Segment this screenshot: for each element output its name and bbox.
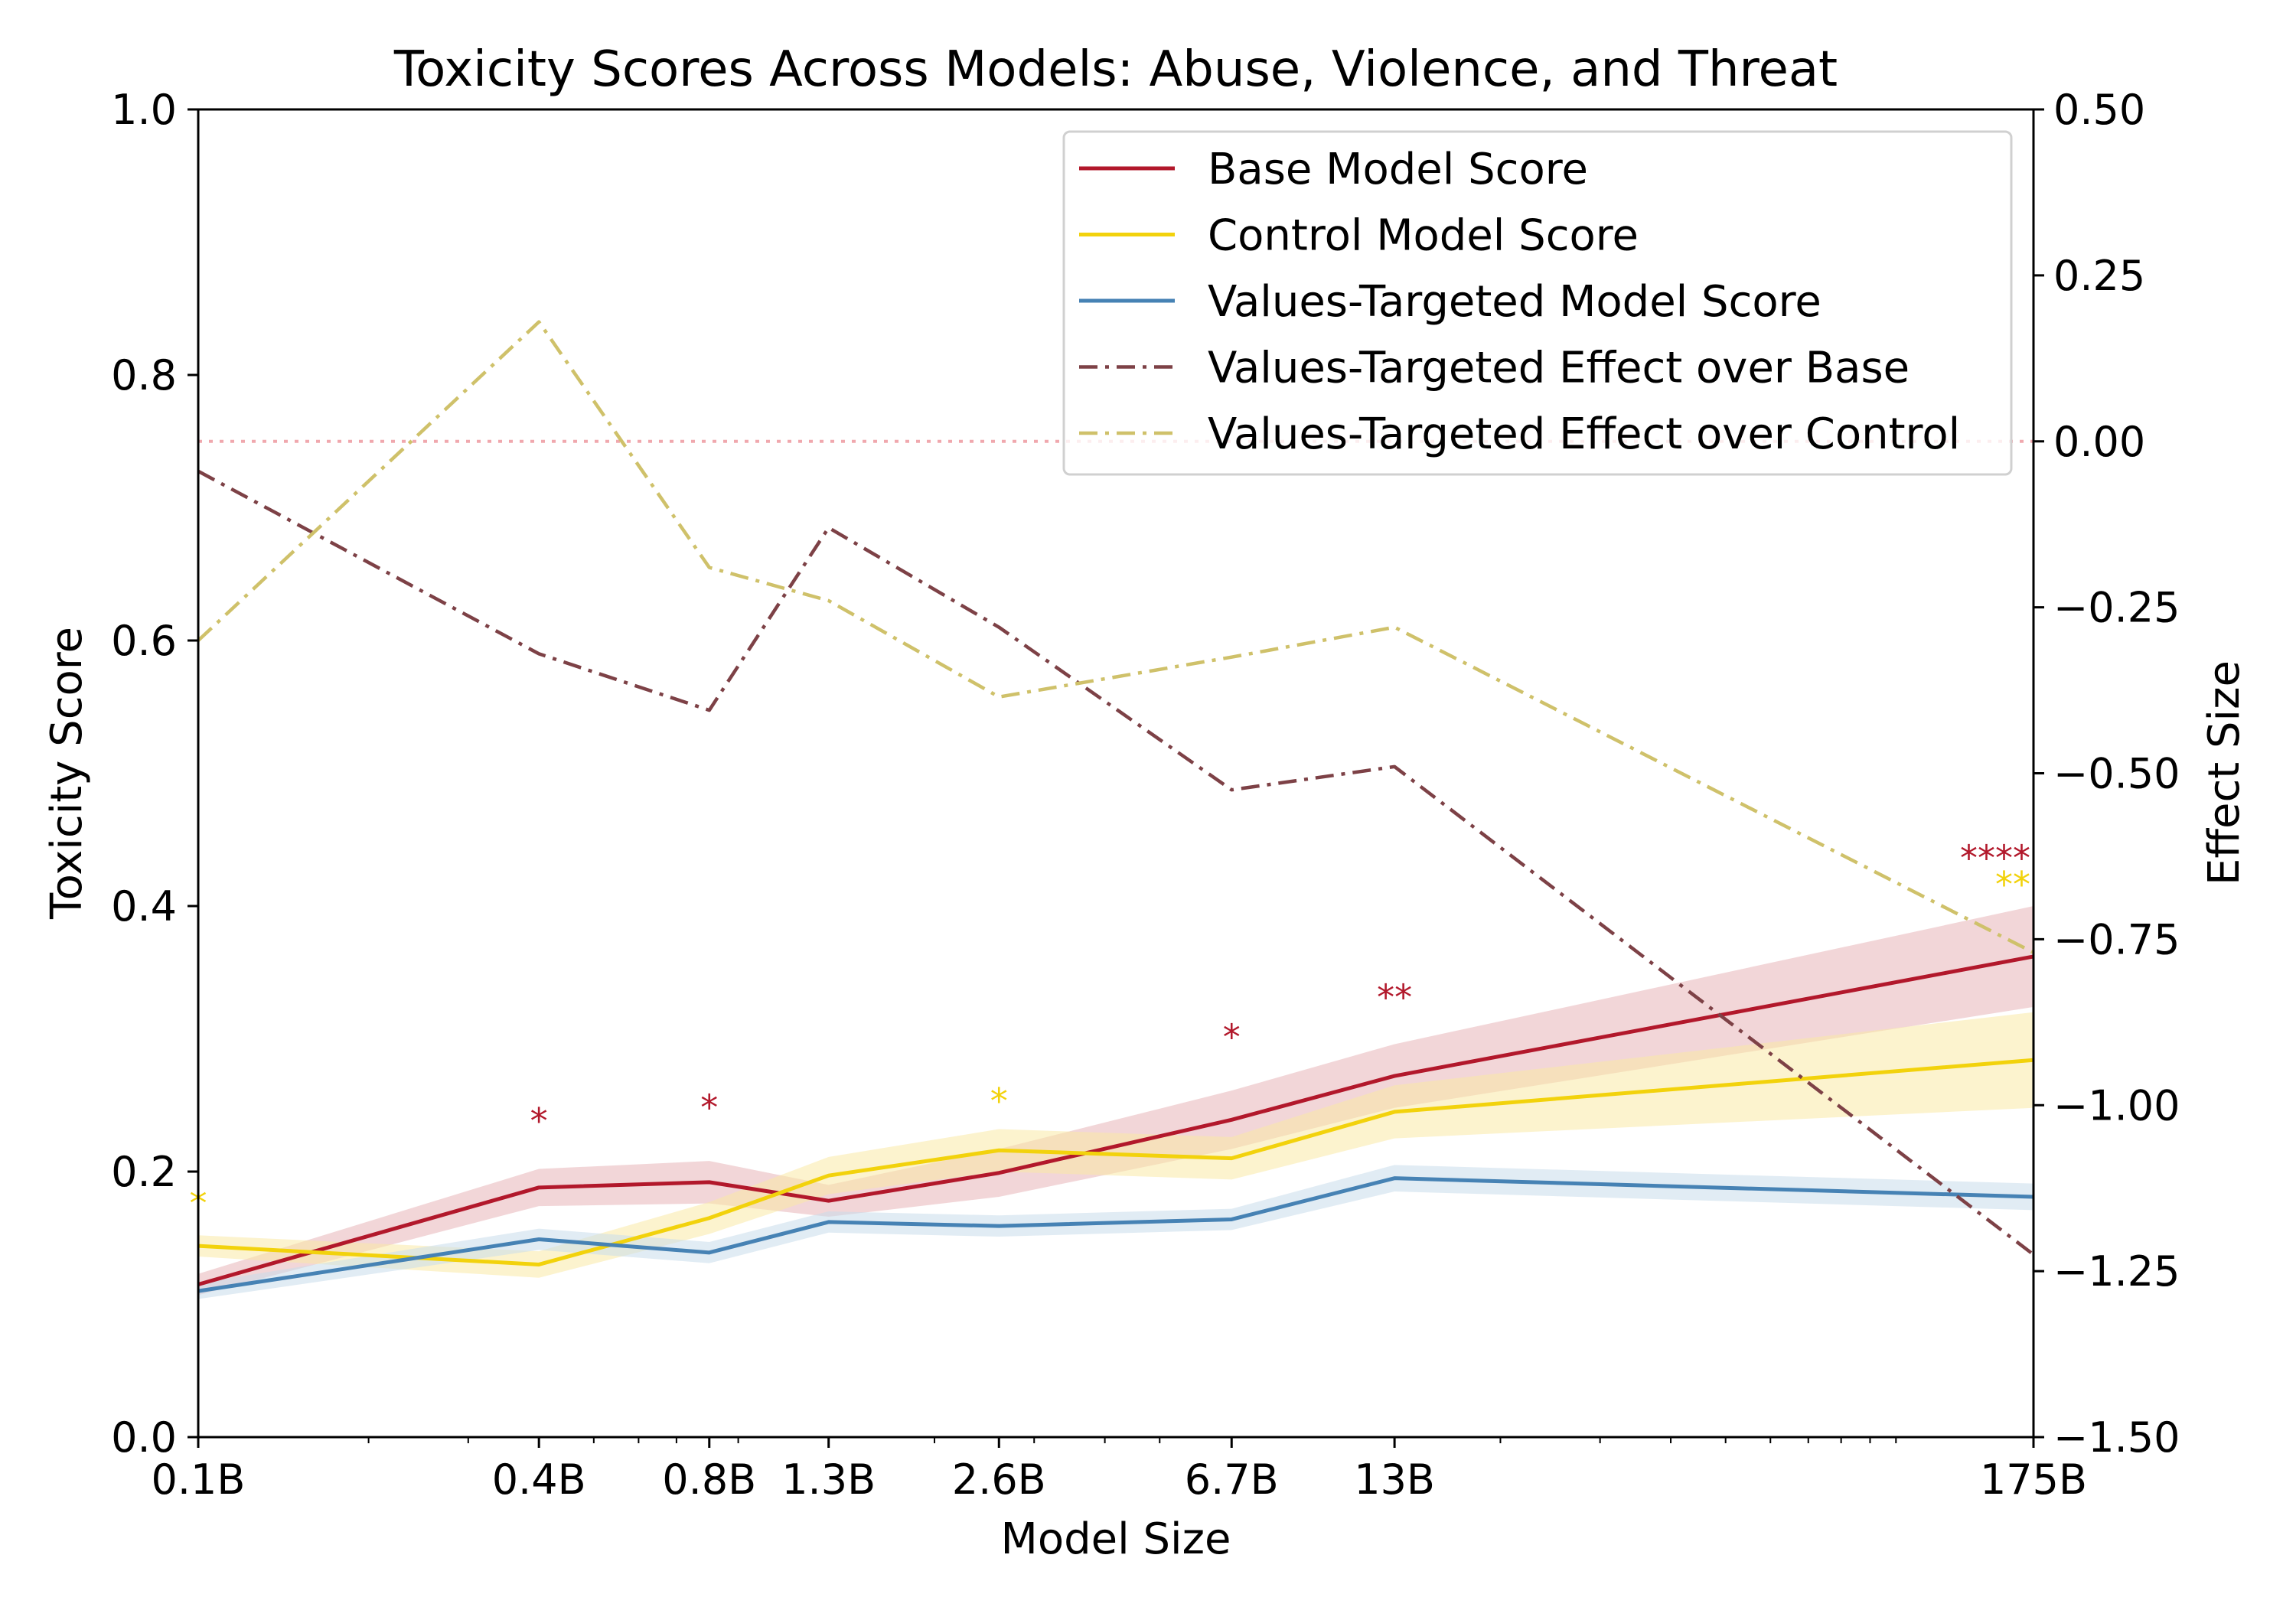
y-axis-left: 0.0 0.2 0.4 0.6 0.8 1.0 xyxy=(111,86,198,1462)
legend-label: Values-Targeted Effect over Base xyxy=(1208,344,1910,393)
y2-tick-label: −1.50 xyxy=(2053,1413,2180,1462)
legend-box xyxy=(1062,130,2013,476)
y2-tick-label: 0.25 xyxy=(2053,252,2145,300)
y-tick-label: 1.0 xyxy=(111,86,177,134)
y-tick-label: 0.0 xyxy=(111,1413,177,1462)
legend-label: Values-Targeted Effect over Control xyxy=(1208,409,1960,459)
significance-marker: * xyxy=(530,1100,548,1142)
values-targeted-model-score-band xyxy=(198,1165,2033,1299)
x-axis: 0.1B 0.4B 0.8B 1.3B 2.6B 6.7B 13B 175B xyxy=(152,1437,2087,1504)
x-tick-label: 13B xyxy=(1354,1455,1435,1504)
y-axis-label: Toxicity Score xyxy=(42,627,92,920)
significance-marker: * xyxy=(1223,1017,1241,1058)
y2-axis-label: Effect Size xyxy=(2200,660,2249,885)
significance-marker: * xyxy=(700,1087,718,1129)
legend: Base Model Score Control Model Score Value… xyxy=(1062,130,2013,476)
chart-title: Toxicity Scores Across Models: Abuse, Vi… xyxy=(393,41,1838,98)
x-tick-label: 1.3B xyxy=(781,1455,876,1504)
series-lines xyxy=(197,320,2035,1293)
significance-marker: **** xyxy=(1960,837,2030,878)
x-tick-label: 0.1B xyxy=(152,1455,246,1504)
legend-label: Values-Targeted Model Score xyxy=(1208,277,1821,327)
y2-tick-label: −0.25 xyxy=(2053,584,2180,632)
x-tick-label: 0.8B xyxy=(662,1455,756,1504)
x-tick-label: 175B xyxy=(1980,1455,2087,1504)
y-tick-label: 0.6 xyxy=(111,617,177,665)
x-axis-label: Model Size xyxy=(1001,1514,1231,1564)
x-tick-label: 0.4B xyxy=(492,1455,586,1504)
y-tick-label: 0.4 xyxy=(111,882,177,931)
significance-marker: * xyxy=(990,1081,1008,1122)
x-tick-label: 6.7B xyxy=(1185,1455,1279,1504)
significance-markers: ** * ********** xyxy=(190,837,2031,1224)
values-targeted-effect-over-control-line xyxy=(197,320,2035,954)
y2-tick-label: −0.50 xyxy=(2053,750,2180,798)
y-tick-label: 0.2 xyxy=(111,1148,177,1196)
significance-marker: ** xyxy=(1377,977,1412,1019)
legend-label: Base Model Score xyxy=(1208,145,1588,194)
x-tick-label: 2.6B xyxy=(952,1455,1046,1504)
confidence-bands xyxy=(198,906,2033,1299)
control-model-score-line xyxy=(197,1058,2034,1266)
values-targeted-effect-over-base-line xyxy=(197,469,2035,1257)
values-targeted-model-score-line xyxy=(197,1176,2034,1293)
y-axis-right: −1.50 −1.25 −1.00 −0.75 −0.50 −0.25 0.00 0.25 0.… xyxy=(2033,86,2180,1462)
y-tick-label: 0.8 xyxy=(111,351,177,399)
y2-tick-label: −1.00 xyxy=(2053,1081,2180,1129)
y2-tick-label: −0.75 xyxy=(2053,915,2180,963)
y2-tick-label: 0.00 xyxy=(2053,418,2145,466)
y2-tick-label: −1.25 xyxy=(2053,1247,2180,1296)
y2-tick-label: 0.50 xyxy=(2053,86,2145,134)
base-model-score-band xyxy=(198,906,2033,1296)
base-model-score-line xyxy=(197,954,2034,1286)
significance-marker: ** xyxy=(1995,864,2030,905)
legend-label: Control Model Score xyxy=(1208,211,1639,261)
